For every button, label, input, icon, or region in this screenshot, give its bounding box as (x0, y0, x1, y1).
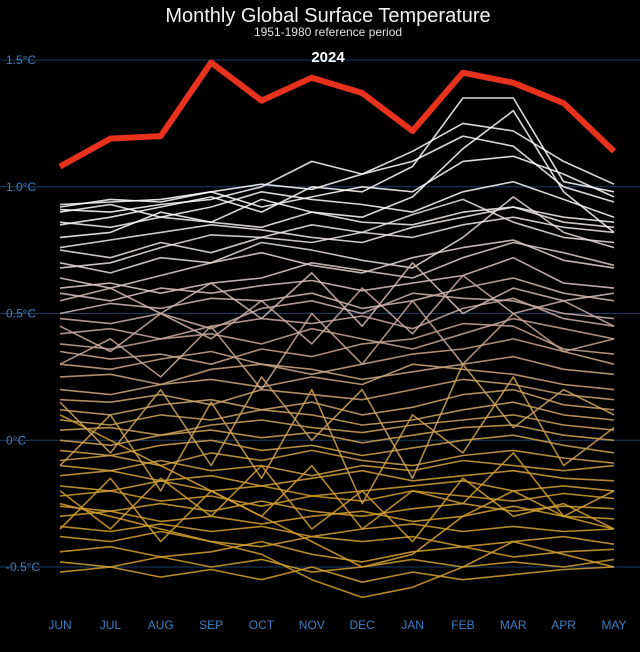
y-tick-label: 1.5°C (6, 53, 36, 67)
series-line (59, 241, 615, 295)
series-line (59, 540, 615, 563)
series-line (59, 180, 615, 218)
x-tick-label: FEB (451, 618, 474, 632)
series-line (59, 261, 615, 328)
series-line (59, 122, 615, 213)
series-line (59, 452, 615, 543)
series-line (59, 206, 615, 229)
x-tick-label: AUG (148, 618, 174, 632)
series-line (59, 414, 615, 437)
series-line (59, 277, 615, 315)
series-line (59, 479, 615, 497)
series-line (59, 376, 615, 505)
series-line (59, 274, 615, 353)
series-line (59, 566, 615, 584)
highlight-year-label: 2024 (311, 49, 345, 66)
series-line (59, 434, 615, 457)
series-line (59, 256, 615, 302)
x-tick-label: NOV (299, 618, 325, 632)
x-tick-label: APR (551, 618, 576, 632)
series-line (59, 378, 615, 406)
y-tick-label: -0.5°C (6, 560, 40, 574)
series-line (59, 196, 615, 274)
series-line (59, 523, 615, 538)
series-line (59, 464, 615, 543)
x-tick-label: DEC (350, 618, 376, 632)
x-tick-label: JAN (401, 618, 424, 632)
y-tick-label: 0°C (6, 433, 26, 447)
series-lines (59, 97, 615, 599)
x-tick-label: OCT (249, 618, 275, 632)
chart-subtitle: 1951-1980 reference period (254, 25, 402, 39)
series-line (59, 505, 615, 525)
series-line (59, 206, 615, 249)
series-line (59, 338, 615, 376)
x-tick-label: JUN (48, 618, 71, 632)
series-line (59, 109, 615, 239)
series-line (59, 297, 615, 340)
x-tick-label: MAY (601, 618, 626, 632)
series-line (59, 155, 615, 208)
series-line (59, 363, 615, 396)
series-line (59, 449, 615, 467)
series-line (59, 97, 615, 226)
series-line-highlight (58, 59, 617, 170)
series-line (59, 401, 615, 426)
x-tick-label: MAR (500, 618, 527, 632)
series-line (59, 299, 615, 391)
y-tick-label: 1.0°C (6, 180, 36, 194)
series-line (59, 239, 615, 289)
series-line (59, 556, 615, 573)
series-line (59, 198, 615, 269)
series-line (59, 292, 615, 330)
series-line (59, 135, 615, 208)
series-line (59, 322, 615, 366)
y-tick-label: 0.5°C (6, 307, 36, 321)
series-line (59, 216, 615, 259)
series-line (59, 355, 615, 386)
x-axis: JUN JUL AUG SEP OCT NOV DEC JAN FEB MAR APR MAY (48, 618, 626, 632)
highlight-series (58, 59, 617, 170)
x-tick-label: JUL (100, 618, 122, 632)
chart-title: Monthly Global Surface Temperature (165, 5, 490, 27)
series-line (59, 530, 615, 548)
y-axis: 1.5°C 1.0°C 0.5°C 0°C -0.5°C (6, 53, 40, 574)
series-line (59, 363, 615, 480)
x-tick-label: SEP (199, 618, 223, 632)
series-line (59, 414, 615, 568)
series-line (59, 424, 615, 447)
series-line (59, 502, 615, 599)
